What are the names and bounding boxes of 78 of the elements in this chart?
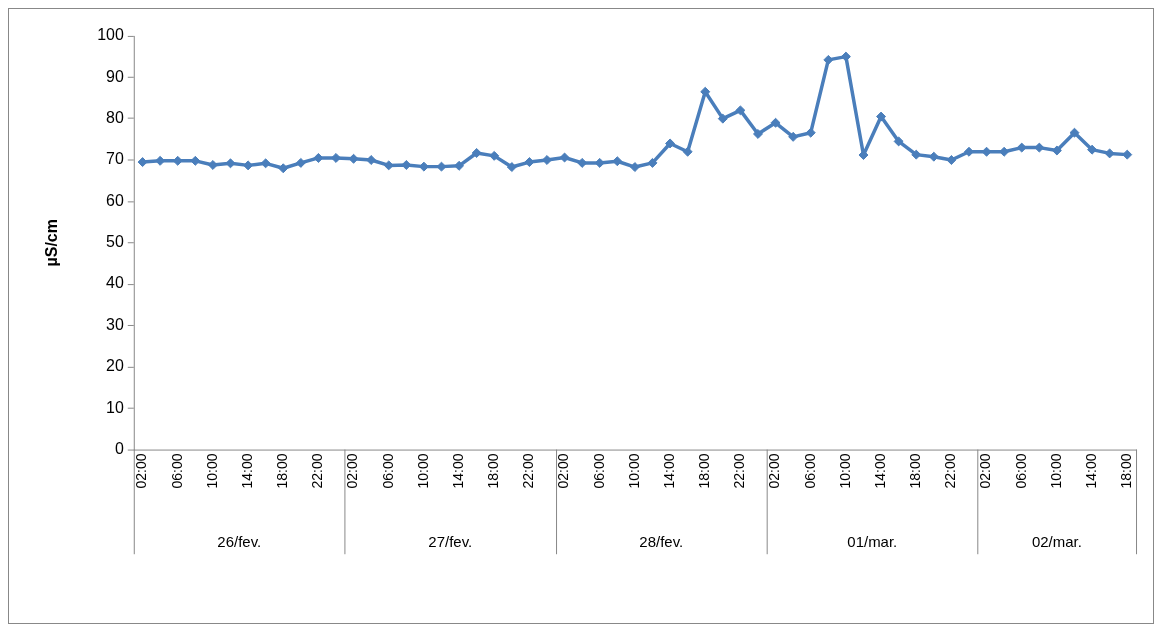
x-tick-label: 18:00 bbox=[274, 453, 291, 489]
x-tick-label: 14:00 bbox=[1082, 453, 1099, 489]
x-tick-label: 06:00 bbox=[1012, 453, 1029, 489]
point bbox=[1069, 127, 1080, 138]
point bbox=[823, 54, 834, 65]
text: 26/fev. bbox=[217, 533, 262, 551]
point bbox=[753, 128, 763, 139]
x-tick-label: 02:00 bbox=[133, 453, 150, 489]
x-tick-label: 22:00 bbox=[520, 453, 537, 489]
x-tick-label: 02:00 bbox=[555, 453, 572, 489]
point bbox=[278, 163, 289, 174]
x-tick-label: 18:00 bbox=[907, 453, 924, 489]
x-tick-label: 18:00 bbox=[485, 453, 502, 489]
x-tick-label: 10:00 bbox=[203, 453, 220, 489]
y-tick-label: 60 bbox=[106, 191, 124, 209]
x-tick-label: 14:00 bbox=[449, 453, 466, 489]
x-tick-label: 10:00 bbox=[1047, 453, 1064, 489]
point bbox=[542, 155, 552, 165]
x-tick-label: 02:00 bbox=[766, 453, 783, 489]
x-tick-label: 06:00 bbox=[379, 453, 396, 489]
text: 01/mar. bbox=[847, 533, 898, 551]
point bbox=[999, 146, 1010, 157]
y-tick-label: 10 bbox=[106, 398, 124, 416]
point bbox=[454, 160, 465, 171]
x-tick-label: 10:00 bbox=[414, 453, 431, 489]
point bbox=[964, 146, 974, 157]
point bbox=[682, 146, 693, 157]
y-tick-label: 50 bbox=[106, 233, 124, 251]
point bbox=[893, 136, 904, 147]
point bbox=[471, 147, 482, 158]
text: 28/fev. bbox=[639, 533, 684, 551]
y-axis-title: µS/cm bbox=[42, 219, 60, 267]
point bbox=[331, 152, 341, 163]
point bbox=[506, 162, 517, 173]
x-tick-label: 06:00 bbox=[168, 453, 185, 489]
text: 02/mar. bbox=[1031, 533, 1082, 551]
y-tick-label: 0 bbox=[114, 439, 124, 457]
point bbox=[876, 111, 887, 122]
point bbox=[665, 138, 676, 149]
y-tick-label: 90 bbox=[106, 67, 124, 85]
x-tick-label: 10:00 bbox=[836, 453, 853, 489]
y-tick-label: 70 bbox=[106, 150, 124, 168]
x-tick-label: 06:00 bbox=[590, 453, 607, 489]
point bbox=[647, 157, 658, 168]
x-tick-label: 14:00 bbox=[660, 453, 677, 489]
point bbox=[717, 113, 728, 124]
point bbox=[946, 155, 957, 165]
x-tick-label: 02:00 bbox=[344, 453, 361, 489]
point bbox=[629, 162, 640, 173]
y-tick-label: 20 bbox=[106, 357, 124, 375]
x-tick-label: 06:00 bbox=[801, 453, 818, 489]
x-tick-label: 02:00 bbox=[977, 453, 994, 489]
x-tick-label: 10:00 bbox=[625, 453, 642, 489]
x-tick-label: 14:00 bbox=[238, 453, 255, 489]
x-tick-label: 22:00 bbox=[942, 453, 959, 489]
y-tick-label: 100 bbox=[97, 26, 124, 44]
point bbox=[788, 131, 799, 142]
point bbox=[770, 117, 781, 128]
x-tick-label: 14:00 bbox=[871, 453, 888, 489]
x-tick-label: 18:00 bbox=[696, 453, 713, 489]
point bbox=[207, 159, 218, 170]
point bbox=[911, 149, 922, 160]
y-tick-label: 80 bbox=[106, 109, 124, 127]
y-tick-label: 30 bbox=[106, 315, 124, 333]
x-tick-label: 22:00 bbox=[731, 453, 748, 489]
point bbox=[1051, 145, 1062, 156]
point bbox=[700, 86, 711, 97]
x-tick-label: 22:00 bbox=[309, 453, 326, 489]
point bbox=[137, 157, 148, 168]
y-tick-label: 40 bbox=[106, 274, 124, 292]
point bbox=[735, 105, 746, 116]
point bbox=[559, 152, 570, 163]
point bbox=[366, 155, 377, 165]
text: 27/fev. bbox=[428, 533, 473, 551]
point bbox=[295, 157, 306, 168]
point bbox=[489, 150, 500, 161]
x-tick-label: 18:00 bbox=[1118, 453, 1135, 489]
point bbox=[805, 127, 816, 138]
